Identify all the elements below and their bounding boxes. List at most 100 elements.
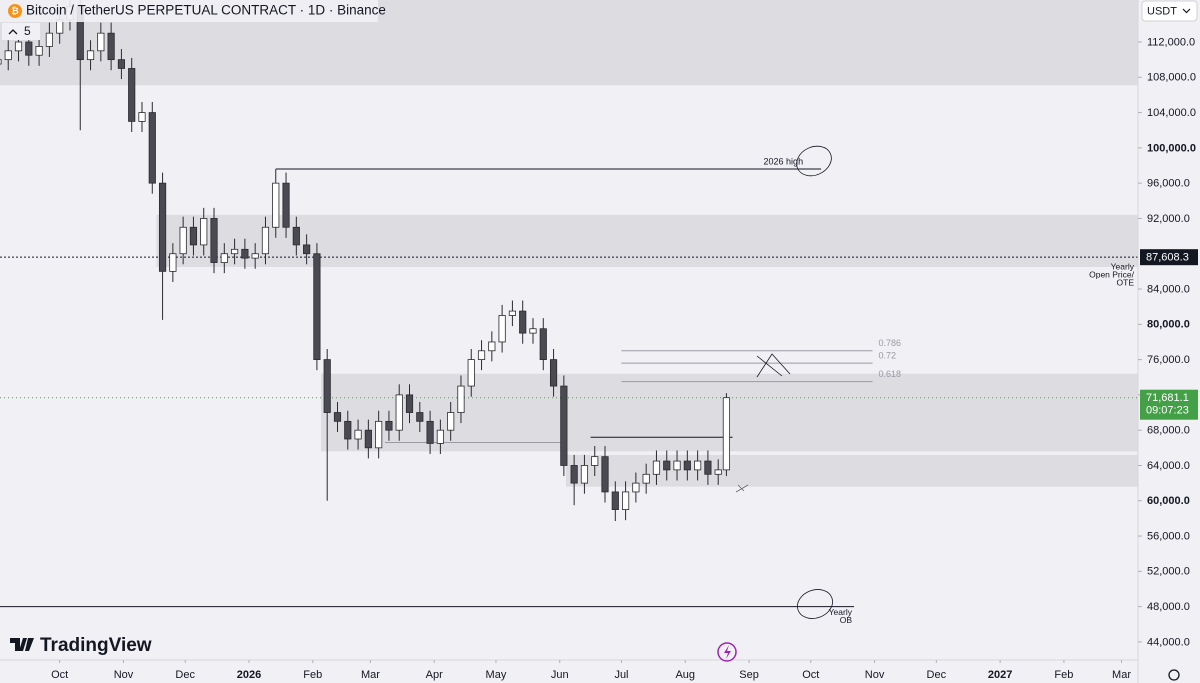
header-bg <box>0 0 378 22</box>
y-tick-label: 96,000.0 <box>1147 178 1190 190</box>
candle-body <box>35 46 43 56</box>
candle-body <box>642 473 650 484</box>
candle-body <box>292 226 300 246</box>
candle-body <box>539 328 547 360</box>
candle-body <box>498 315 506 343</box>
candle-body <box>704 460 712 475</box>
candle-body <box>25 41 33 56</box>
countdown-label: 09:07:23 <box>1146 405 1189 417</box>
candle-body <box>189 226 198 246</box>
x-tick-label: Nov <box>865 669 885 681</box>
candle-body <box>128 68 136 122</box>
y-tick-label: 84,000.0 <box>1147 283 1190 295</box>
fib-label: 0.786 <box>879 338 902 348</box>
y-tick-label: 48,000.0 <box>1147 601 1190 613</box>
hand-circle <box>797 589 833 619</box>
hand-cross <box>756 353 791 378</box>
price-tag-label: 87,608.3 <box>1146 252 1189 264</box>
x-tick-label: Mar <box>1112 669 1131 681</box>
y-tick-label: 100,000.0 <box>1147 142 1196 154</box>
candle-body <box>395 394 403 431</box>
currency-select[interactable] <box>1141 0 1198 22</box>
candle-body <box>313 253 321 360</box>
x-tick-label: Feb <box>303 669 322 681</box>
x-tick-label: Aug <box>675 669 695 681</box>
candle-body <box>333 412 342 422</box>
y-tick-label: 108,000.0 <box>1147 72 1196 84</box>
brand-logo: TradingView <box>10 635 152 656</box>
candle-body <box>138 112 146 122</box>
candle-body <box>45 32 53 47</box>
y-tick-label: 80,000.0 <box>1147 319 1190 331</box>
settings-icon[interactable] <box>1168 669 1180 681</box>
y-tick-label: 52,000.0 <box>1147 566 1190 578</box>
currency-label: USDT <box>1147 5 1177 17</box>
x-tick-label: Dec <box>927 669 947 681</box>
replay-icon[interactable] <box>717 642 737 662</box>
candle-body <box>663 460 671 471</box>
candle-body <box>261 226 270 255</box>
x-tick-label: 2027 <box>988 669 1012 681</box>
hand-cross <box>735 484 749 493</box>
candle-body <box>251 253 259 259</box>
candle-body <box>107 32 115 61</box>
price-tag <box>1140 249 1198 266</box>
y-tick-label: 104,000.0 <box>1147 107 1196 119</box>
candle-body <box>241 248 249 259</box>
x-tick-label: Oct <box>51 669 68 681</box>
candle-body <box>508 310 516 316</box>
level-label: Open Price/ <box>1089 269 1135 279</box>
indicator-count[interactable]: 5 <box>24 24 31 38</box>
collapse-icon[interactable] <box>8 29 18 35</box>
candle-body <box>683 460 691 471</box>
fib-label: 0.72 <box>879 351 897 361</box>
zone <box>156 214 1138 267</box>
y-tick-label: 68,000.0 <box>1147 425 1190 437</box>
candle-body <box>694 460 702 471</box>
currency-chevron <box>1182 8 1191 14</box>
y-tick-label: 56,000.0 <box>1147 530 1190 542</box>
candle-body <box>200 218 208 246</box>
candle-body <box>457 385 465 413</box>
candle-body <box>591 456 599 466</box>
candle-body <box>519 310 527 334</box>
candle-body <box>303 244 311 255</box>
candle-body <box>447 412 455 431</box>
candle-body <box>405 394 414 413</box>
y-tick-label: 64,000.0 <box>1147 460 1190 472</box>
candle-body <box>601 456 609 493</box>
symbol-title[interactable]: Bitcoin / TetherUS PERPETUAL CONTRACT · … <box>26 3 386 18</box>
y-tick-label: 112,000.0 <box>1147 36 1195 48</box>
candle-body <box>220 253 228 263</box>
zone <box>565 454 1138 487</box>
coin-icon <box>8 4 22 18</box>
candle-body <box>488 341 496 352</box>
candle-body <box>344 420 352 440</box>
y-tick-label: 60,000.0 <box>1147 495 1190 507</box>
indicator-toggle-bg <box>2 23 40 40</box>
candle-body <box>570 465 578 484</box>
plot-area <box>0 0 1138 608</box>
candle-body <box>282 182 290 228</box>
x-tick-label: May <box>486 669 507 681</box>
level-label: Yearly <box>1111 261 1135 271</box>
candle-body <box>158 182 167 272</box>
brand-name: TradingView <box>40 635 152 656</box>
y-tick-label: 92,000.0 <box>1147 213 1190 225</box>
hand-circle <box>796 145 832 177</box>
candle-body <box>632 482 640 493</box>
x-tick-label: Jul <box>614 669 628 681</box>
x-tick-label: Oct <box>802 669 819 681</box>
level-label: OB <box>840 615 853 625</box>
candle-body <box>86 50 95 61</box>
last-price-label: 71,681.1 <box>1146 392 1189 404</box>
candle-body <box>14 41 23 52</box>
level-label: OTE <box>1117 277 1135 287</box>
candle-body <box>549 359 558 387</box>
x-tick-label: Feb <box>1054 669 1073 681</box>
candle-body <box>210 218 218 263</box>
x-tick-label: Jun <box>551 669 569 681</box>
candle-body <box>652 460 661 475</box>
